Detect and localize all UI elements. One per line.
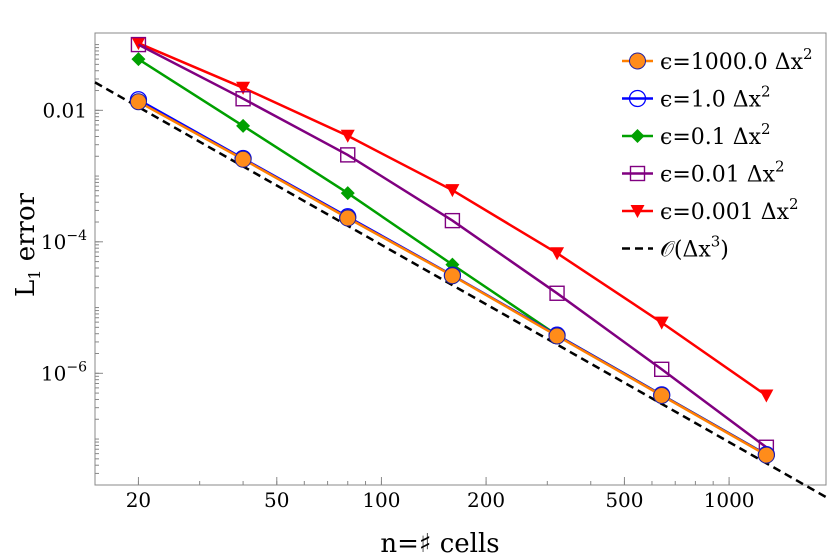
data-point [548,327,566,345]
legend: ϵ=1000.0 Δx2 ϵ=1.0 Δx2 ϵ=0.1 Δx2 ϵ=0.01 Δx2… [622,45,813,263]
data-point [444,212,461,229]
series-0 [129,93,775,464]
series-4 [131,37,774,403]
y-axis-label: L1 error [11,192,44,297]
data-point [629,52,646,70]
legend-label: ϵ=0.01 Δx2 [660,158,785,188]
data-point [628,89,647,108]
data-point [654,361,670,378]
legend-label: ϵ=0.001 Δx2 [660,195,799,225]
data-point [339,209,357,227]
data-point [235,91,251,107]
data-point [757,446,775,464]
x-tick-label: 500 [605,488,643,512]
data-point [130,36,147,53]
x-tick-label: 100 [362,488,400,512]
data-point [445,184,460,198]
reference-line [94,81,827,499]
data-point [550,247,565,261]
data-point [759,389,774,403]
data-point [129,93,147,111]
data-point [629,165,646,182]
x-tick-label: 200 [467,488,505,512]
legend-entry: ϵ=0.1 Δx2 [622,120,771,150]
data-point [340,186,355,201]
data-point [131,37,146,51]
x-tick-label: 1000 [704,488,755,512]
data-point [630,205,645,218]
legend-entry: ϵ=0.01 Δx2 [622,158,785,188]
y-tick-label: 10−6 [41,359,87,385]
data-point [236,81,251,95]
data-point [549,285,565,301]
data-point [234,150,252,168]
y-tick-label: 10−4 [41,228,87,254]
reference-line-group [94,81,827,499]
series-line [137,43,768,449]
data-point [131,52,146,67]
axis-ticks: 20 50 100 200 500 1000 0.01 10−4 10−6 [41,44,755,512]
legend-label: 𝒪(Δx3) [660,233,729,263]
data-point [654,316,669,330]
data-point [340,147,356,163]
x-axis-label: n=♯ cells [380,529,499,558]
legend-label: ϵ=1.0 Δx2 [660,83,771,113]
plot-frame [94,32,827,486]
data-point [653,386,671,404]
x-tick-label: 20 [126,488,151,512]
legend-label: ϵ=0.1 Δx2 [660,120,771,150]
legend-label: ϵ=1000.0 Δx2 [660,45,813,75]
x-tick-label: 50 [264,488,289,512]
legend-entry: ϵ=1000.0 Δx2 [622,45,813,75]
data-point [236,118,251,133]
series-group [129,36,776,464]
legend-entry: ϵ=1.0 Δx2 [622,83,771,113]
data-point [443,267,461,285]
data-point [630,129,645,143]
legend-entry: 𝒪(Δx3) [622,233,729,263]
legend-entry: ϵ=0.001 Δx2 [622,195,799,225]
y-tick-label: 0.01 [42,98,87,122]
data-point [340,129,355,143]
series-3 [130,36,775,455]
